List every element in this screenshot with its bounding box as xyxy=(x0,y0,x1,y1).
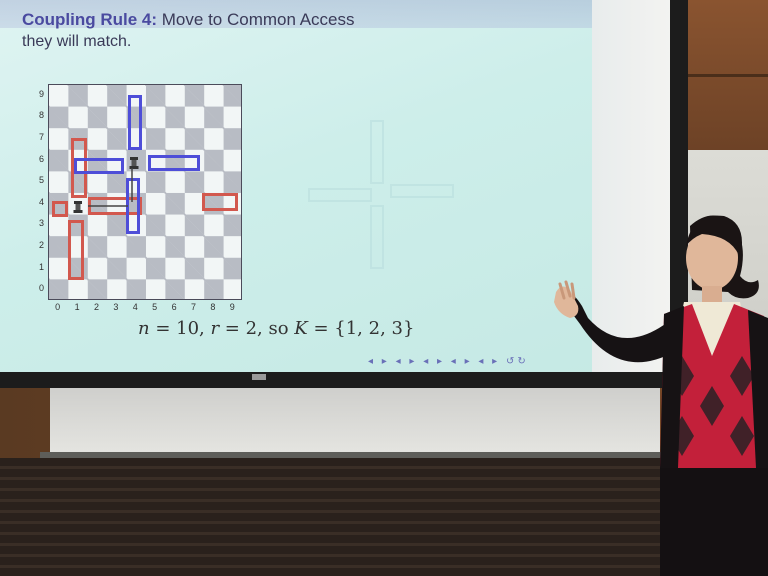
caption-n: n xyxy=(138,318,150,339)
slide-nav-controls[interactable]: ◂ ▸ ◂ ▸ ◂ ▸ ◂ ▸ ◂ ▸ ↺↻ xyxy=(368,356,529,367)
y-tick-label: 4 xyxy=(38,196,44,207)
caption-r: r xyxy=(210,318,220,339)
slide-title: Coupling Rule 4: Move to Common Access xyxy=(22,10,355,30)
blue-rect xyxy=(128,95,142,150)
marker-rail xyxy=(40,452,670,460)
ghost-rect xyxy=(370,205,384,269)
y-tick-label: 1 xyxy=(38,261,44,272)
caption-set: = {1, 2, 3} xyxy=(307,318,415,339)
y-tick-label: 9 xyxy=(38,88,44,99)
x-tick-label: 4 xyxy=(132,302,138,312)
ghost-rect xyxy=(308,188,372,202)
x-tick-label: 1 xyxy=(74,302,80,312)
ghost-rect xyxy=(370,120,384,184)
caption-k: K xyxy=(294,318,308,339)
rook-icon xyxy=(129,157,139,169)
blue-rect xyxy=(74,158,124,174)
x-tick-label: 2 xyxy=(93,302,99,312)
x-tick-label: 3 xyxy=(113,302,119,312)
y-tick-label: 6 xyxy=(38,153,44,164)
x-tick-label: 9 xyxy=(229,302,235,312)
slide-title-rest: Move to Common Access xyxy=(157,10,355,29)
red-rect xyxy=(71,138,87,198)
red-rect xyxy=(52,201,68,217)
wood-seam xyxy=(686,74,768,77)
red-rect xyxy=(202,193,238,211)
slide-caption: n = 10, r = 2, so K = {1, 2, 3} xyxy=(138,318,414,339)
rook-icon xyxy=(73,201,83,213)
x-tick-label: 0 xyxy=(55,302,61,312)
ghost-rect xyxy=(390,184,454,198)
caption-eq2: = 2, so xyxy=(219,318,295,339)
x-tick-label: 8 xyxy=(210,302,216,312)
y-tick-label: 3 xyxy=(38,218,44,229)
y-tick-label: 5 xyxy=(38,175,44,186)
caption-eq1: = 10, xyxy=(149,318,211,339)
slide-title-bold: Coupling Rule 4: xyxy=(22,10,158,29)
screen-right-margin xyxy=(592,0,670,372)
y-tick-label: 2 xyxy=(38,240,44,250)
x-tick-label: 5 xyxy=(152,302,158,312)
move-arrows xyxy=(88,168,133,207)
y-tick-label: 7 xyxy=(38,132,44,142)
y-tick-label: 8 xyxy=(38,110,44,121)
window-blinds xyxy=(0,458,768,576)
red-rect xyxy=(68,220,84,280)
y-tick-label: 0 xyxy=(38,283,44,294)
blue-rect xyxy=(148,155,200,171)
x-tick-label: 7 xyxy=(190,302,196,312)
slide-subtitle: they will match. xyxy=(22,33,132,50)
x-tick-label: 6 xyxy=(171,302,177,312)
screen-label xyxy=(252,374,266,380)
presenter xyxy=(554,215,768,576)
slide-title-bar xyxy=(0,0,592,28)
